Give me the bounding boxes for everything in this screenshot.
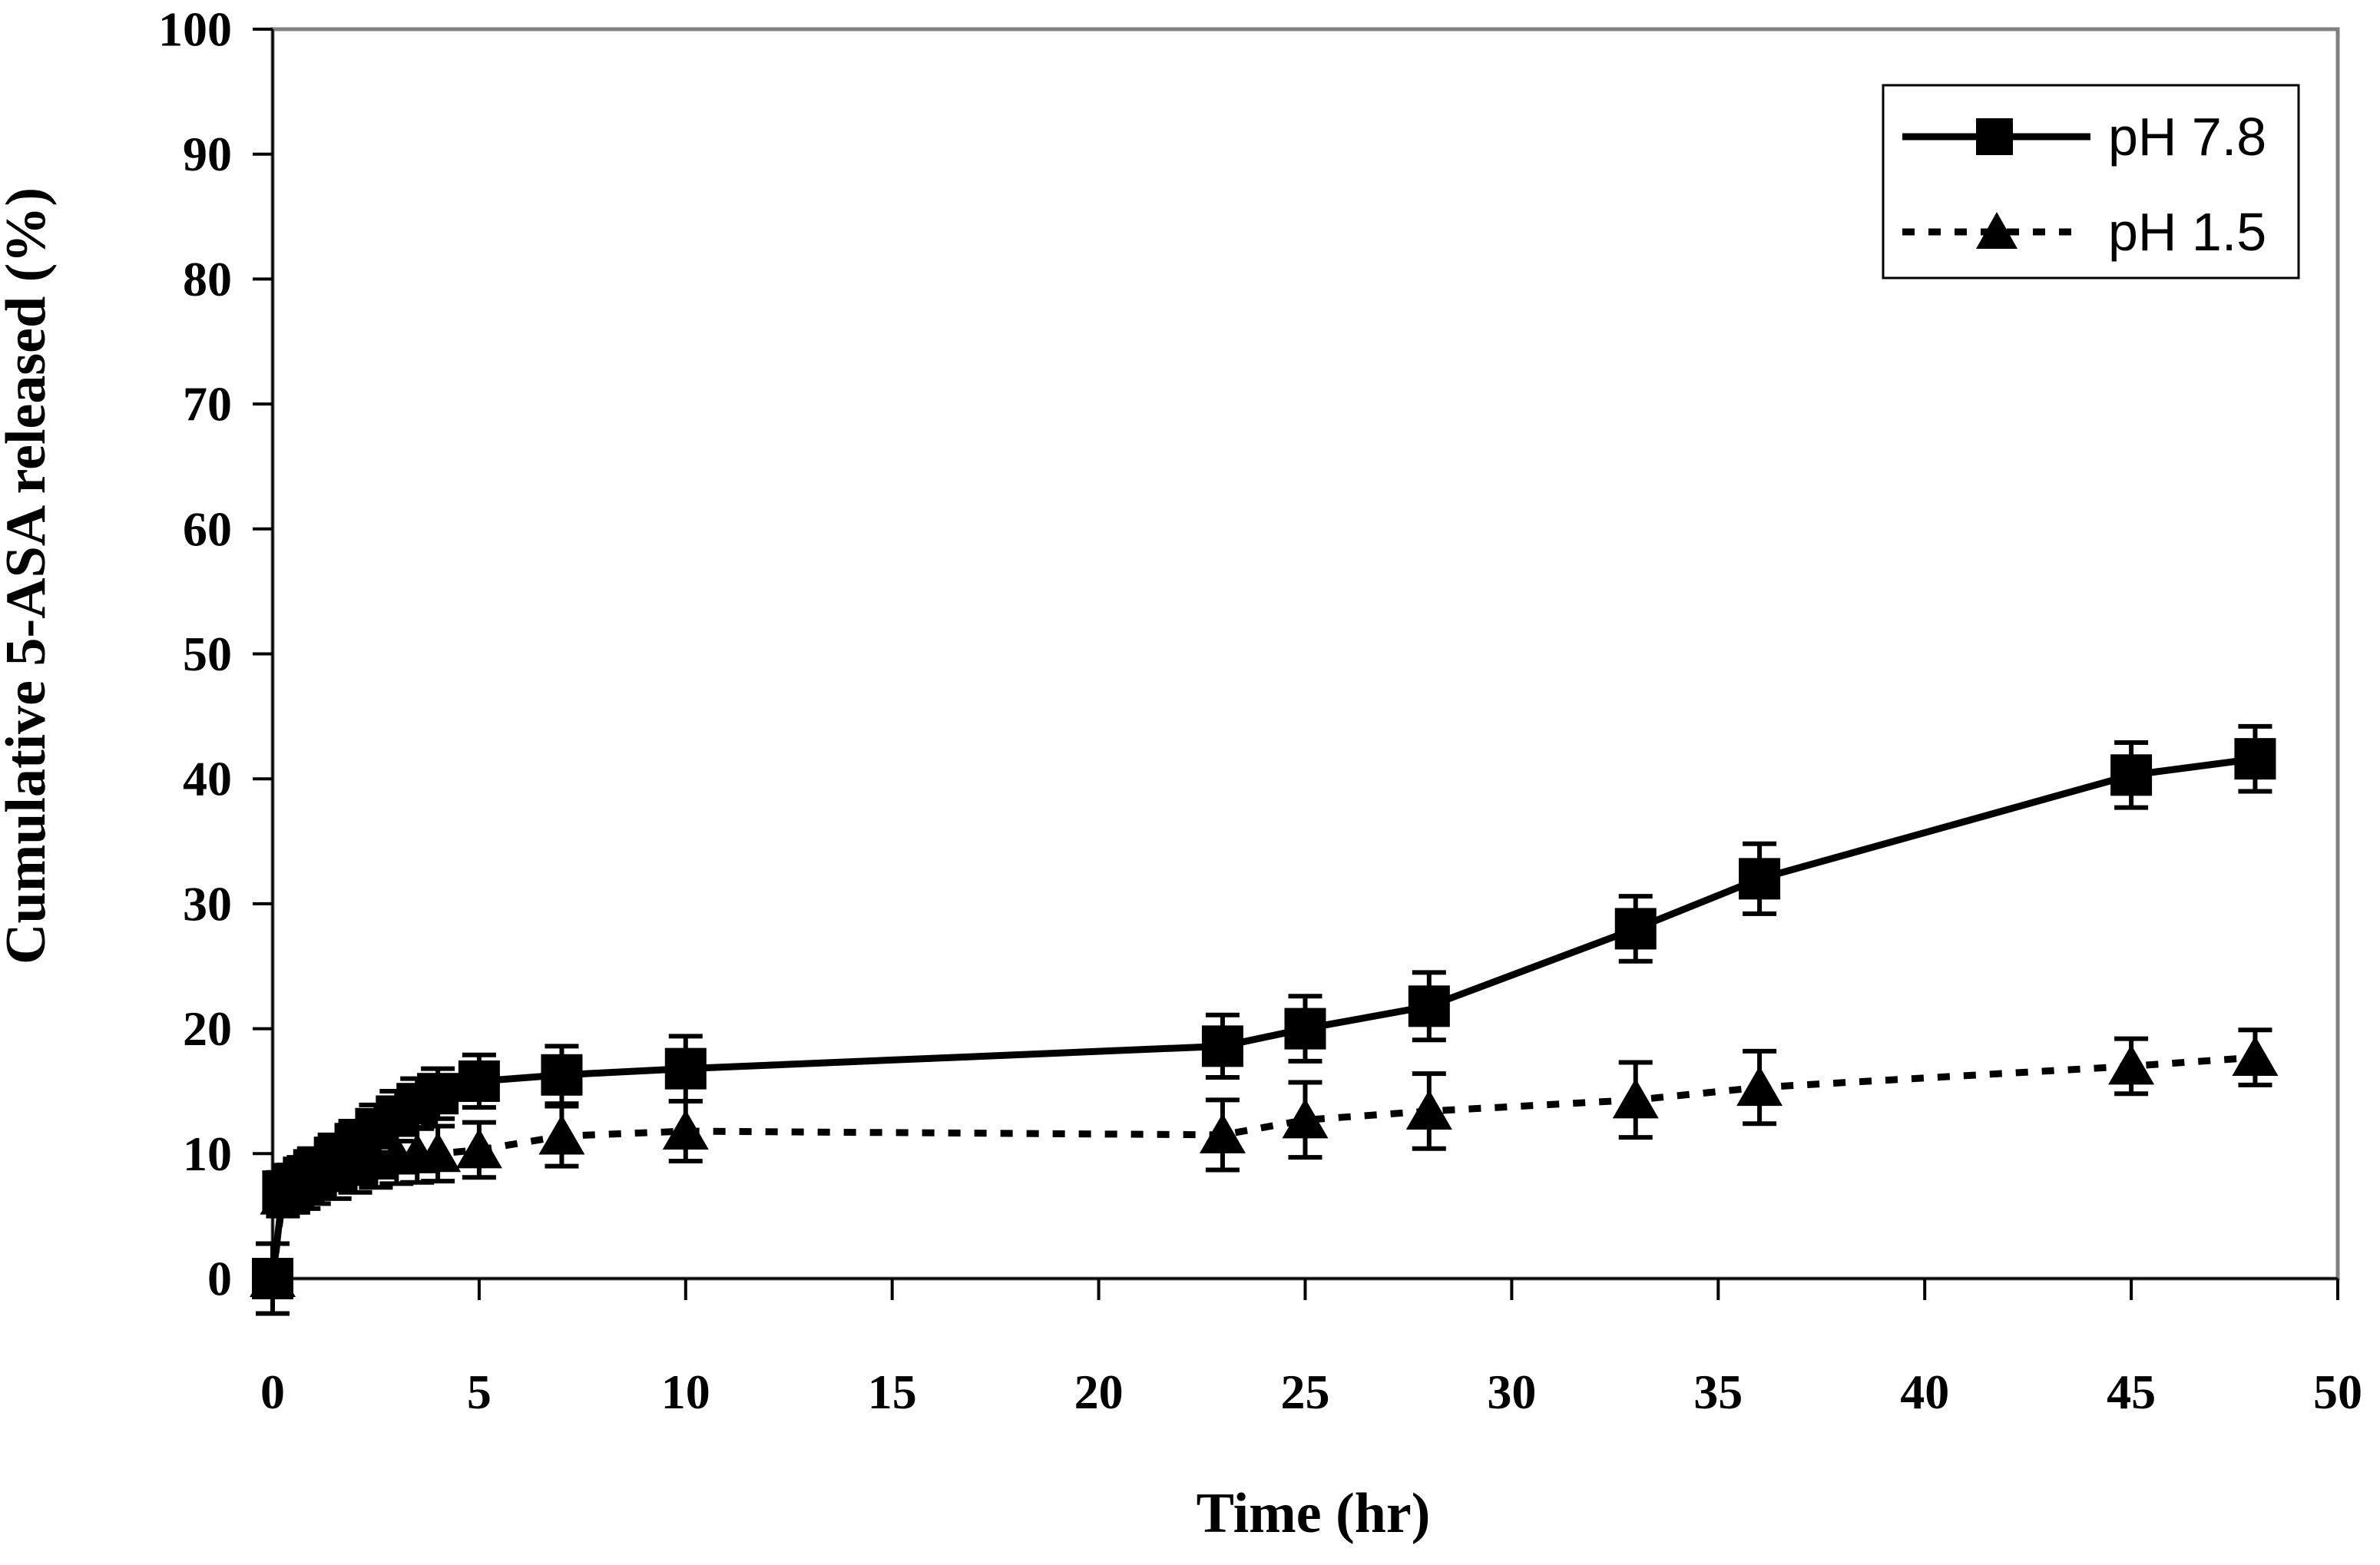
data-point-marker-square: [1408, 985, 1450, 1027]
x-tick-label: 0: [260, 1365, 285, 1419]
data-point-marker-triangle: [662, 1110, 709, 1150]
x-tick-label: 50: [2313, 1365, 2362, 1419]
x-tick-label: 5: [467, 1365, 492, 1419]
y-axis-title: Cumulative 5-ASA released (%): [0, 187, 58, 964]
data-point-marker-triangle: [1736, 1066, 1783, 1107]
series-ph-7-8: [252, 723, 2276, 1316]
legend-triangle-marker-icon: [1976, 212, 2018, 249]
data-point-marker-triangle: [415, 1132, 462, 1173]
data-point-marker-square: [1739, 858, 1781, 900]
data-point-marker-triangle: [538, 1114, 585, 1155]
x-tick-label: 40: [1900, 1365, 1949, 1419]
data-point-marker-triangle: [2108, 1044, 2155, 1085]
x-axis-title: Time (hr): [1197, 1482, 1431, 1545]
x-tick-label: 15: [868, 1365, 917, 1419]
y-tick-label: 50: [183, 627, 232, 681]
x-tick-label: 45: [2107, 1365, 2156, 1419]
series-ph-1-5: [250, 1027, 2279, 1316]
data-point-marker-square: [541, 1054, 583, 1096]
x-tick-label: 10: [661, 1365, 710, 1419]
legend-border: [1882, 84, 2300, 280]
data-point-marker-square: [2234, 738, 2276, 780]
legend-item-ph-7-8: pH 7.8: [1902, 107, 2266, 167]
y-tick-label: 70: [183, 377, 232, 432]
data-point-marker-square: [1614, 908, 1657, 950]
legend-label-ph-7-8: pH 7.8: [2108, 107, 2266, 167]
data-point-marker-square: [458, 1060, 500, 1102]
data-point-marker-triangle: [1282, 1098, 1329, 1139]
data-point-marker-square: [1284, 1007, 1326, 1050]
y-tick-label: 0: [207, 1252, 232, 1306]
y-tick-label: 90: [183, 127, 232, 181]
data-point-marker-triangle: [250, 1257, 296, 1297]
y-tick-label: 10: [183, 1127, 232, 1181]
x-tick-label: 35: [1693, 1365, 1743, 1419]
y-tick-label: 60: [183, 501, 232, 556]
y-tick-label: 20: [183, 1001, 232, 1056]
y-tick-label: 40: [183, 752, 232, 806]
axis-ticks: 0 5 10 15 20 25 30 35 40 45 50 0 10 20 30 40 50 60 70 80 90 1…: [158, 2, 2362, 1420]
data-point-marker-square: [2110, 754, 2153, 796]
data-point-marker-triangle: [2232, 1036, 2279, 1077]
y-tick-label: 100: [158, 2, 232, 57]
data-point-marker-square: [664, 1047, 707, 1090]
y-tick-label: 30: [183, 876, 232, 931]
legend-item-ph-1-5: pH 1.5: [1902, 202, 2266, 262]
data-point-marker-square: [417, 1073, 459, 1115]
series-line-solid: [269, 755, 2256, 1279]
y-tick-label: 80: [183, 252, 232, 306]
x-tick-label: 25: [1281, 1365, 1330, 1419]
x-tick-label: 30: [1487, 1365, 1536, 1419]
data-point-marker-triangle: [455, 1128, 502, 1169]
data-point-marker-square: [1201, 1025, 1243, 1067]
legend-box: pH 7.8 pH 1.5: [1882, 84, 2300, 280]
x-tick-label: 20: [1074, 1365, 1124, 1419]
data-point-marker-triangle: [1405, 1089, 1452, 1130]
data-point-marker-triangle: [1199, 1113, 1246, 1153]
legend-square-marker-icon: [1976, 118, 2013, 155]
data-point-marker-triangle: [1612, 1078, 1659, 1119]
data-series-layer: [250, 723, 2279, 1316]
legend-label-ph-1-5: pH 1.5: [2108, 202, 2266, 262]
